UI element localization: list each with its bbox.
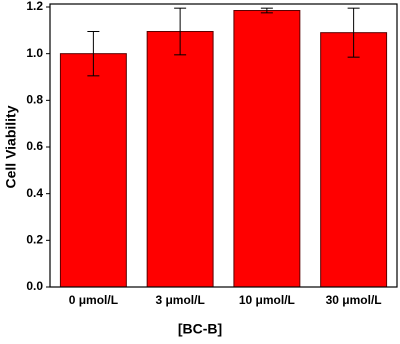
x-tick-label: 3 μmol/L	[155, 293, 204, 307]
y-tick-label: 0.4	[26, 186, 43, 200]
bar	[146, 31, 214, 288]
y-tick-label: 1.0	[26, 46, 43, 60]
x-tick-label: 10 μmol/L	[239, 293, 295, 307]
x-tick-label: 0 μmol/L	[69, 293, 118, 307]
bar	[233, 10, 301, 288]
y-tick-label: 0.2	[26, 233, 43, 247]
bar	[59, 53, 127, 288]
y-tick-label: 0.6	[26, 139, 43, 153]
y-tick-label: 1.2	[26, 0, 43, 13]
y-axis-title: Cell Viability	[3, 105, 19, 188]
bar	[320, 32, 388, 288]
y-tick-label: 0.8	[26, 93, 43, 107]
y-tick-label: 0.0	[26, 279, 43, 293]
plot-frame	[49, 3, 398, 288]
x-tick-label: 30 μmol/L	[326, 293, 382, 307]
x-axis-title: [BC-B]	[178, 321, 222, 337]
